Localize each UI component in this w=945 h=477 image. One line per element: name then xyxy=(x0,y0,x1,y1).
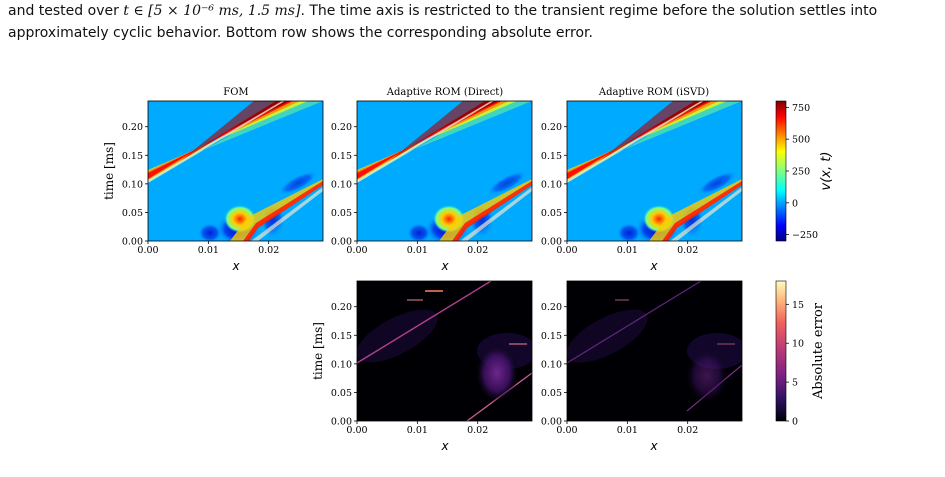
y-tick-label: 0.05 xyxy=(331,208,352,219)
y-tick-label: 0.10 xyxy=(541,359,562,370)
panel-error-direct: x time [ms] xyxy=(311,280,533,453)
x-tick-label: 0.00 xyxy=(346,425,367,436)
y-tick-label: 0.05 xyxy=(331,388,352,399)
y-tick-label: 0.05 xyxy=(541,208,562,219)
caption-line-1: and tested over t ∈ [5 × 10⁻⁶ ms, 1.5 ms… xyxy=(8,0,938,22)
figure-caption: and tested over t ∈ [5 × 10⁻⁶ ms, 1.5 ms… xyxy=(8,0,938,44)
y-tick-label: 0.15 xyxy=(331,151,352,162)
colorbar-tick-label: 250 xyxy=(792,167,810,178)
y-tick-label: 0.00 xyxy=(541,417,562,428)
panel-title-direct: Adaptive ROM (Direct) xyxy=(386,87,504,98)
colorbar-bottom: 15 10 5 0 Absolute error xyxy=(775,280,826,428)
y-tick-label: 0.10 xyxy=(122,179,143,190)
y-tick-label: 0.00 xyxy=(331,237,352,248)
x-label-error-isvd: x xyxy=(649,439,658,453)
x-tick-label: 0.00 xyxy=(137,245,158,256)
colorbar-top-label: v(x, t) xyxy=(819,152,834,191)
heatmap-error-isvd xyxy=(567,281,742,421)
axis-ticks: 0.00 0.05 0.10 0.15 0.20 0.00 0.01 0.02 0.00 0.05… xyxy=(122,122,698,436)
colorbar-tick-label: 0 xyxy=(792,417,798,428)
x-tick-label: 0.01 xyxy=(617,425,638,436)
x-tick-label: 0.01 xyxy=(407,245,428,256)
caption-line-2: approximately cyclic behavior. Bottom ro… xyxy=(8,25,593,41)
y-tick-label: 0.20 xyxy=(122,122,143,133)
x-tick-label: 0.02 xyxy=(467,245,488,256)
y-tick-label: 0.10 xyxy=(541,179,562,190)
x-label-isvd: x xyxy=(649,259,658,273)
y-label-bottom: time [ms] xyxy=(311,322,325,380)
y-tick-label: 0.15 xyxy=(541,151,562,162)
y-tick-label: 0.10 xyxy=(331,179,352,190)
y-tick-label: 0.05 xyxy=(541,388,562,399)
x-tick-label: 0.01 xyxy=(617,245,638,256)
y-tick-label: 0.00 xyxy=(541,237,562,248)
x-tick-label: 0.01 xyxy=(407,425,428,436)
colorbar-tick-label: 0 xyxy=(792,198,798,209)
heatmap-isvd xyxy=(567,101,742,241)
heatmap-error-direct xyxy=(357,281,532,421)
colorbar-tick-label: −250 xyxy=(792,230,818,241)
caption-line-1-post: . The time axis is restricted to the tra… xyxy=(300,3,878,19)
y-tick-label: 0.15 xyxy=(331,331,352,342)
x-label-fom: x xyxy=(231,259,240,273)
y-tick-label: 0.05 xyxy=(122,208,143,219)
x-tick-label: 0.02 xyxy=(677,425,698,436)
y-tick-label: 0.20 xyxy=(541,302,562,313)
colorbar-top-ticks: 750 500 250 0 −250 xyxy=(786,103,818,241)
colorbar-bottom-gradient xyxy=(775,280,787,422)
colorbar-tick-label: 5 xyxy=(792,378,798,389)
x-tick-label: 0.02 xyxy=(467,425,488,436)
colorbar-tick-label: 500 xyxy=(792,135,810,146)
colorbar-tick-label: 10 xyxy=(792,339,804,350)
y-tick-label: 0.00 xyxy=(122,237,143,248)
x-tick-label: 0.01 xyxy=(198,245,219,256)
colorbar-top-gradient xyxy=(775,100,787,242)
colorbar-tick-label: 750 xyxy=(792,103,810,114)
y-tick-label: 0.15 xyxy=(122,151,143,162)
y-tick-label: 0.20 xyxy=(331,122,352,133)
colorbar-bottom-ticks: 15 10 5 0 xyxy=(786,300,804,428)
y-tick-label: 0.20 xyxy=(541,122,562,133)
panel-fom: FOM x time [ms] xyxy=(102,87,324,273)
panel-isvd: Adaptive ROM (iSVD) x xyxy=(566,87,743,273)
y-tick-label: 0.15 xyxy=(541,331,562,342)
x-tick-label: 0.00 xyxy=(556,245,577,256)
heatmap-fom xyxy=(148,101,323,241)
colorbar-top: 750 500 250 0 −250 v(x, t) xyxy=(775,100,834,242)
x-tick-label: 0.00 xyxy=(556,425,577,436)
x-label-direct: x xyxy=(440,259,449,273)
panel-direct: Adaptive ROM (Direct) x xyxy=(356,87,533,273)
x-tick-label: 0.02 xyxy=(258,245,279,256)
heatmap-direct xyxy=(357,101,532,241)
x-tick-label: 0.00 xyxy=(346,245,367,256)
colorbar-bottom-label: Absolute error xyxy=(811,302,826,400)
x-label-error-direct: x xyxy=(440,439,449,453)
panel-error-isvd: x xyxy=(566,280,743,453)
caption-line-1-pre: and tested over xyxy=(8,3,124,19)
y-tick-label: 0.20 xyxy=(331,302,352,313)
caption-math-interval: t ∈ [5 × 10⁻⁶ ms, 1.5 ms] xyxy=(123,3,301,19)
x-tick-label: 0.02 xyxy=(677,245,698,256)
y-tick-label: 0.00 xyxy=(331,417,352,428)
panel-title-isvd: Adaptive ROM (iSVD) xyxy=(598,87,709,98)
y-label-top: time [ms] xyxy=(102,142,116,200)
y-tick-label: 0.10 xyxy=(331,359,352,370)
colorbar-tick-label: 15 xyxy=(792,300,804,311)
panel-title-fom: FOM xyxy=(223,87,248,98)
